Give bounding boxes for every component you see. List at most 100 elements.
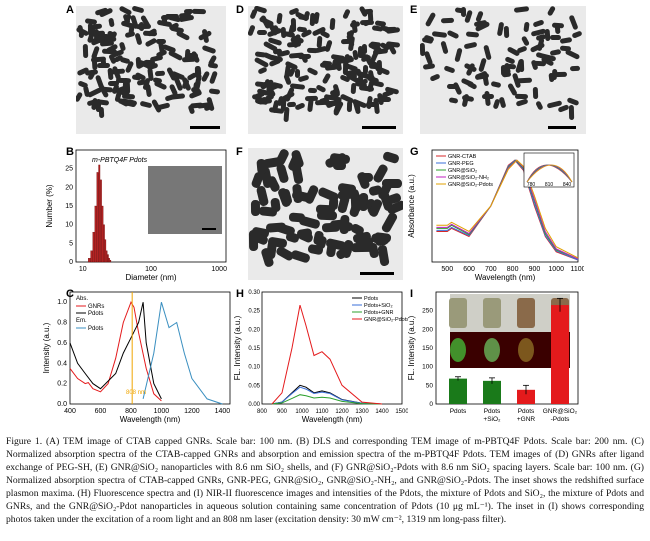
panel-label-e: E (410, 4, 418, 16)
inset-tick-label: 810 (545, 182, 554, 188)
nanorod (115, 77, 131, 84)
nanorod (289, 82, 305, 90)
category-label: Pdots (450, 408, 467, 415)
nanorod (110, 68, 126, 75)
nanorod (534, 51, 546, 60)
nanorod (505, 63, 516, 70)
nanorod (482, 93, 495, 99)
nanorod (309, 12, 316, 27)
nanorod (368, 63, 382, 70)
nanorod (274, 222, 296, 237)
nanorod (500, 64, 506, 77)
scale-bar (360, 272, 394, 275)
series-line (142, 302, 223, 405)
histogram-bar (106, 250, 108, 263)
nanorod (286, 101, 297, 107)
histogram-bar (108, 258, 110, 263)
nanorod (503, 26, 509, 39)
nanorod (95, 98, 102, 113)
nanorod (306, 97, 314, 112)
nanorod (319, 62, 332, 69)
nanorod (431, 30, 448, 38)
x-tick-label: 600 (95, 408, 107, 415)
nanorod (184, 48, 191, 62)
legend-abs: Abs. (76, 296, 88, 302)
histogram-bar (90, 250, 93, 263)
nanorod (134, 32, 143, 46)
nanorod (463, 41, 478, 50)
vial-photo (449, 298, 467, 328)
nanorod (274, 245, 295, 262)
y-tick-label: 200 (422, 326, 433, 333)
nanorod (346, 100, 352, 112)
nanorod (149, 54, 164, 63)
x-tick-label: 1500 (395, 409, 408, 415)
x-tick-label: 1000 (154, 408, 170, 415)
category-label: -Pdots (551, 416, 571, 423)
x-tick-label: 1000 (211, 266, 227, 273)
y-axis-label: Intensity (a.u.) (42, 322, 51, 373)
y-tick-label: 100 (422, 364, 433, 371)
y-tick-label: 0.30 (248, 290, 260, 296)
nanorod (208, 70, 218, 84)
y-tick-label: 5 (69, 240, 73, 247)
histogram-bar (104, 239, 107, 263)
x-tick-label: 800 (257, 409, 268, 415)
inset-frame (523, 152, 575, 188)
x-tick-label: 1000 (295, 409, 309, 415)
legend-label: GNR-PEG (448, 161, 474, 167)
vial-photo (483, 298, 501, 328)
nanorod (342, 62, 349, 75)
nanorod (276, 12, 283, 24)
y-tick-label: 25 (65, 166, 73, 173)
nanorod (532, 87, 539, 100)
nanorod (429, 73, 441, 83)
nanorod (496, 21, 505, 37)
nanorod (551, 22, 565, 29)
plot-frame (435, 291, 579, 405)
chart-title: m-PBTQ4F Pdots (92, 157, 148, 164)
series-line (436, 159, 579, 261)
nanorod (532, 18, 545, 28)
vial-glow (450, 338, 466, 362)
legend-label: GNR@SiO₂-Pdots (364, 317, 408, 323)
chart-h: 800 900 1000 1100 1200 1300 1400 1500 0.00 0.05 0.… (233, 290, 408, 424)
nanorod (568, 14, 579, 31)
y-tick-label: 0.00 (248, 402, 260, 408)
x-tick-label: 1200 (335, 409, 349, 415)
inset-line (526, 164, 573, 183)
nanorod (447, 83, 460, 89)
nanorod (100, 57, 107, 69)
nanorod (161, 15, 168, 27)
x-axis-label: Diameter (nm) (125, 273, 176, 282)
x-tick-label: 1400 (375, 409, 389, 415)
histogram-bar (101, 205, 104, 263)
y-tick-label: 0.25 (248, 309, 260, 315)
bar (517, 389, 535, 404)
nanorod (292, 183, 304, 204)
x-tick-label: 900 (277, 409, 288, 415)
series-line (69, 302, 162, 400)
nanorod (461, 6, 467, 18)
vial-glow (518, 338, 534, 362)
nanorod (208, 88, 221, 95)
nanorod (560, 37, 573, 45)
nanorod (361, 44, 367, 55)
nanorod (294, 102, 306, 111)
laser-annotation: 808 nm (126, 390, 146, 396)
x-tick-label: 10 (79, 266, 87, 273)
panel-label-h: H (236, 288, 244, 300)
y-tick-label: 0.2 (57, 381, 67, 388)
panel-label-a: A (66, 4, 74, 16)
nanorod (280, 26, 287, 38)
nanorod (339, 214, 350, 235)
legend-label: Pdots+SiO₂ (364, 303, 393, 309)
x-tick-label: 1200 (184, 408, 200, 415)
category-label: GNR@SiO₂ (543, 408, 578, 415)
panel-label-f: F (236, 146, 243, 158)
inset-scale-bar (202, 228, 216, 230)
nanorod (448, 97, 459, 104)
nanorod (380, 211, 399, 234)
legend-label: GNR@SiO₂-NH₂ (448, 175, 489, 181)
nanorod (498, 96, 507, 108)
